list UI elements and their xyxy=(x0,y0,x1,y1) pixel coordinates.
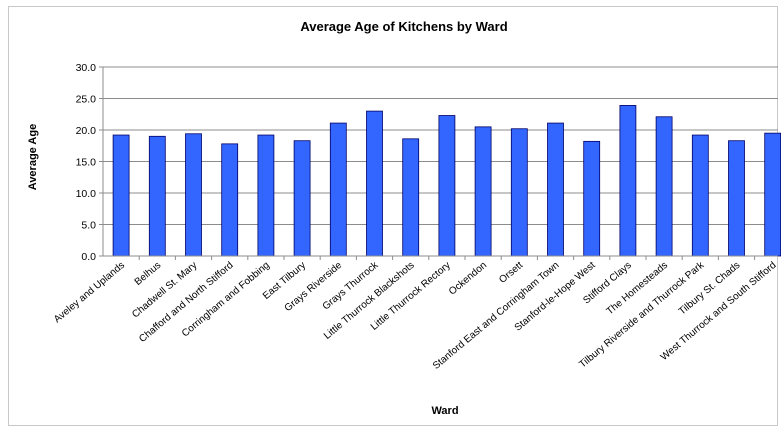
x-tick-label: Chadwell St. Mary xyxy=(130,260,199,321)
bar xyxy=(764,132,781,257)
bar xyxy=(547,122,564,257)
x-tick-label: Tilbury Riverside and Thurrock Park xyxy=(577,259,707,370)
y-tick-label: 5.0 xyxy=(81,220,96,232)
bar xyxy=(474,126,492,257)
chart-frame xyxy=(8,6,778,426)
bar xyxy=(257,134,275,257)
bar xyxy=(293,140,311,257)
y-axis-title: Average Age xyxy=(27,124,39,190)
x-tick-label: Aveley and Uplands xyxy=(52,260,127,325)
bar xyxy=(438,115,456,257)
bar xyxy=(185,133,202,257)
y-tick-label: 0.0 xyxy=(81,251,96,263)
bar xyxy=(655,116,673,257)
bar xyxy=(619,105,637,257)
bar xyxy=(728,140,745,257)
bar xyxy=(148,135,166,257)
bar xyxy=(221,143,239,257)
x-tick-label: Ockendon xyxy=(447,260,489,298)
bar xyxy=(583,140,601,257)
x-tick-label: Orsett xyxy=(497,260,525,286)
x-tick-label: Tilbury St. Chads xyxy=(677,260,743,317)
bar xyxy=(329,122,347,257)
y-tick-label: 30.0 xyxy=(76,62,97,74)
bar xyxy=(402,138,420,257)
y-tick-label: 10.0 xyxy=(76,188,97,200)
x-tick-label: The Homesteads xyxy=(605,260,670,317)
y-tick-labels: 0.0 5.0 10.0 15.0 20.0 25.0 30.0 xyxy=(76,62,103,263)
chart-title: Average Age of Kitchens by Ward xyxy=(300,19,507,34)
bar xyxy=(366,110,383,257)
bar xyxy=(691,134,709,257)
x-tick-label: Stanford East and Corringham Town xyxy=(431,260,561,372)
y-tick-label: 15.0 xyxy=(76,157,97,169)
y-tick-label: 25.0 xyxy=(76,94,97,106)
bar xyxy=(510,128,528,257)
x-tick-label: Belhus xyxy=(133,260,163,288)
y-tick-label: 20.0 xyxy=(76,125,97,137)
bars xyxy=(112,105,781,257)
x-axis-title: Ward xyxy=(431,405,458,417)
bar xyxy=(112,134,130,257)
